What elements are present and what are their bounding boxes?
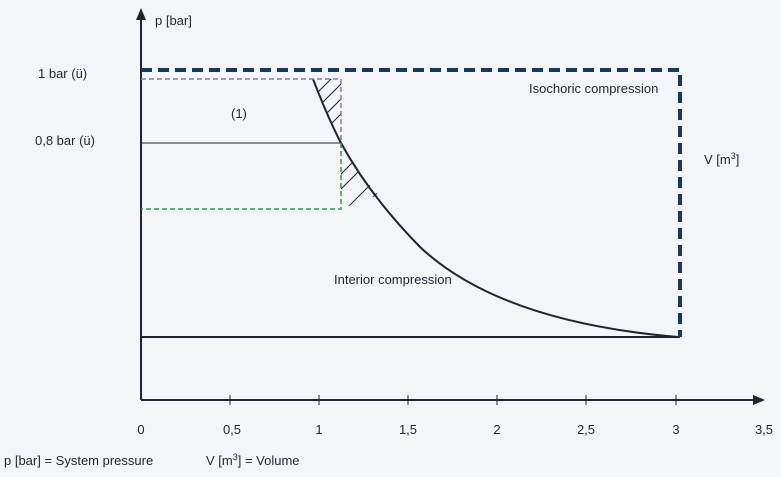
x-tick-marks [229,395,677,405]
interior-compression-curve [312,78,679,338]
y-tick-label-0-8bar: 0,8 bar (ü) [35,133,95,148]
y-tick-label-1bar: 1 bar (ü) [38,66,87,81]
x-axis-arrow-icon [753,395,765,405]
x-tick-label: 3 [672,422,679,437]
legend-volume: V [m3] = Volume [206,452,300,468]
green-dashed-boundary [141,143,342,210]
x-tick-label: 0,5 [223,422,241,437]
isochoric-dashed-boundary [141,68,682,337]
x-tick-label: 3,5 [755,422,773,437]
x-tick-label: 2 [493,422,500,437]
x-tick-label: 1 [315,422,322,437]
interior-compression-label: Interior compression [334,272,452,287]
x-tick-labels: 0 0,5 1 1,5 2 2,5 3 3,5 [137,422,773,437]
x-axis-label: V [m3] [704,151,739,167]
legend-pressure: p [bar] = System pressure [4,453,153,468]
y-axis-label: p [bar] [155,13,192,28]
region-marker-1: (1) [231,106,247,121]
purple-dashed-boundary [141,78,342,143]
isochoric-label: Isochoric compression [529,81,658,96]
x-tick-label: 2,5 [577,422,595,437]
x-tick-label: 0 [137,422,144,437]
y-axis-arrow-icon [136,8,146,20]
x-tick-label: 1,5 [399,422,417,437]
